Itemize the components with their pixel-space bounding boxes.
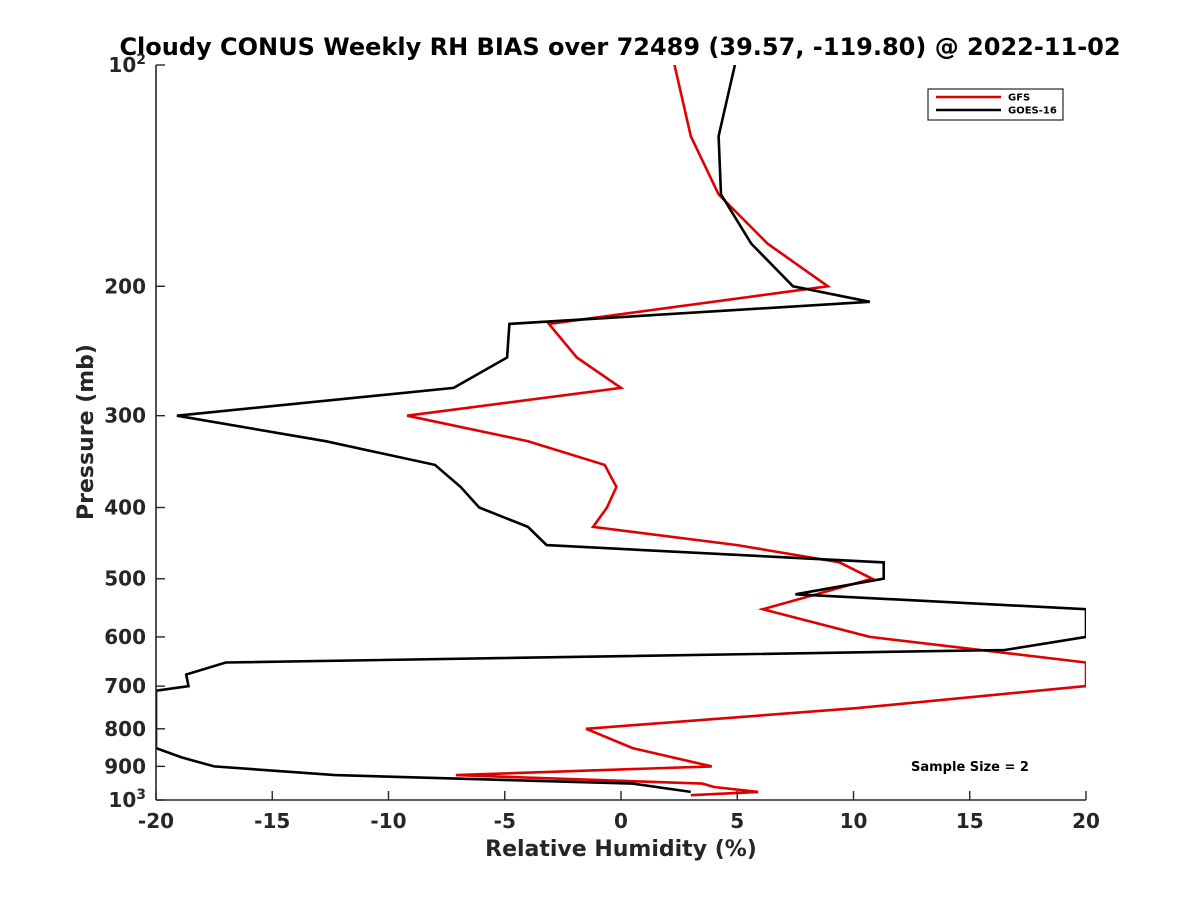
x-ticks: -20 -15 -10 -5 0 5 10 15 20 bbox=[138, 791, 1100, 833]
x-tick-label: 0 bbox=[614, 809, 628, 833]
series-line-goes-16 bbox=[156, 65, 1086, 794]
y-tick-label: 800 bbox=[104, 717, 146, 741]
chart-title: Cloudy CONUS Weekly RH BIAS over 72489 (… bbox=[119, 33, 1120, 61]
legend: GFS GOES-16 bbox=[927, 88, 1064, 121]
y-tick-label: 200 bbox=[104, 274, 146, 298]
plot-area: -20 -15 -10 -5 0 5 10 15 20 102 200 300 400 500 600 70… bbox=[104, 52, 1100, 833]
x-tick-label: 20 bbox=[1072, 809, 1100, 833]
x-tick-label: -5 bbox=[494, 809, 516, 833]
y-tick-label: 600 bbox=[104, 625, 146, 649]
x-tick-label: 15 bbox=[956, 809, 984, 833]
sample-size-annotation: Sample Size = 2 bbox=[911, 760, 1029, 775]
y-tick-label: 103 bbox=[108, 787, 146, 812]
x-tick-label: 10 bbox=[840, 809, 868, 833]
legend-box bbox=[927, 88, 1064, 121]
x-axis-label: Relative Humidity (%) bbox=[485, 837, 757, 862]
y-tick-label: 700 bbox=[104, 674, 146, 698]
x-tick-label: -10 bbox=[370, 809, 406, 833]
x-tick-label: 5 bbox=[730, 809, 744, 833]
series-layer bbox=[156, 65, 1086, 797]
legend-goes-label: GOES-16 bbox=[1008, 106, 1057, 117]
y-tick-label: 400 bbox=[104, 496, 146, 520]
y-ticks: 102 200 300 400 500 600 700 800 900 103 bbox=[104, 52, 165, 812]
y-tick-label: 900 bbox=[104, 754, 146, 778]
legend-gfs-label: GFS bbox=[1008, 93, 1030, 104]
y-tick-label: 500 bbox=[104, 567, 146, 591]
plot-frame bbox=[156, 65, 1086, 800]
y-tick-label: 102 bbox=[108, 52, 146, 77]
x-tick-label: -15 bbox=[254, 809, 290, 833]
x-tick-label: -20 bbox=[138, 809, 174, 833]
y-axis-label: Pressure (mb) bbox=[74, 344, 99, 520]
y-tick-label: 300 bbox=[104, 404, 146, 428]
